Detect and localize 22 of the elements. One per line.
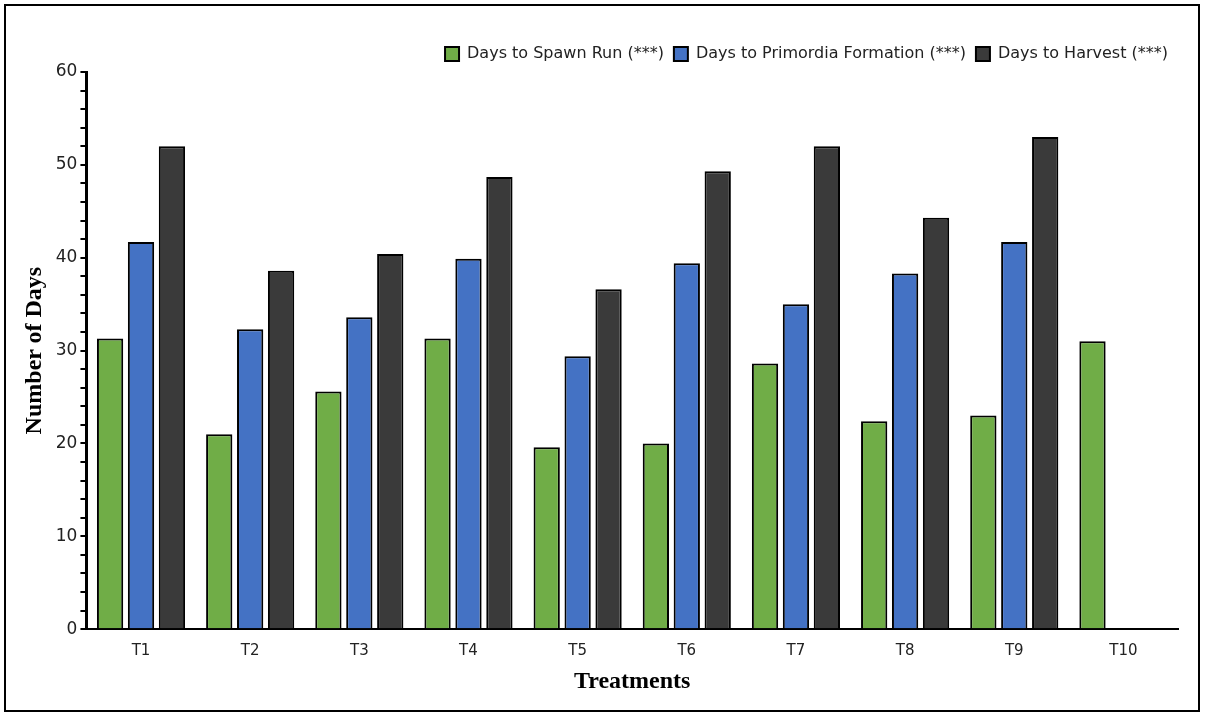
- x-tick-label: T3: [348, 641, 369, 660]
- legend-label: Days to Primordia Formation (***): [695, 43, 966, 63]
- y-tick-label: 50: [55, 153, 78, 174]
- y-tick-label: 0: [66, 617, 78, 638]
- x-tick-label: T10: [1108, 641, 1138, 660]
- y-tick-label: 60: [55, 60, 78, 81]
- x-tick-label: T2: [239, 641, 260, 660]
- x-tick-label: T1: [130, 641, 151, 660]
- x-axis-title: Treatments: [574, 666, 691, 693]
- legend-label: Days to Harvest (***): [997, 43, 1169, 63]
- legend-label: Days to Spawn Run (***): [467, 43, 664, 63]
- y-axis-title: Number of Days: [19, 266, 46, 435]
- y-tick-label: 20: [55, 431, 78, 452]
- y-tick-label: 30: [55, 339, 78, 360]
- x-tick-label: T8: [894, 641, 915, 660]
- y-tick-label: 10: [55, 524, 78, 545]
- x-tick-label: T5: [567, 641, 587, 660]
- x-tick-label: T7: [785, 641, 806, 660]
- x-tick-label: T4: [458, 641, 478, 660]
- x-tick-label: T6: [676, 641, 697, 660]
- y-tick-label: 40: [55, 246, 78, 267]
- x-tick-label: T9: [1003, 641, 1024, 660]
